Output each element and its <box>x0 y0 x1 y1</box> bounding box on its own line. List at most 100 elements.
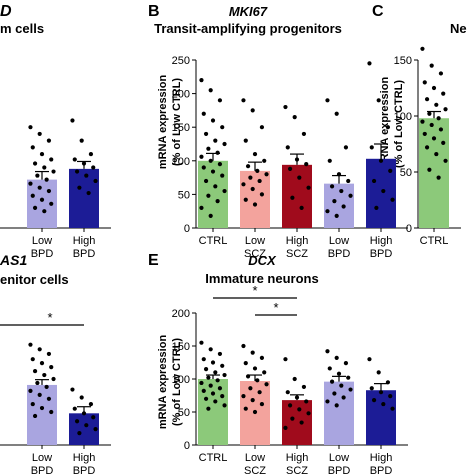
panel-b-data-point <box>339 188 344 194</box>
panel-e-data-point <box>306 411 311 416</box>
panel-e-data-point <box>203 396 209 401</box>
panel-e-data-point <box>297 407 302 412</box>
panel-b-data-point <box>215 150 220 155</box>
panel-letter-e: E <box>148 252 159 269</box>
panel-b-data-point <box>217 98 223 103</box>
panel-e-data-point <box>334 403 339 408</box>
panel-c-data-point <box>420 46 425 51</box>
panel-b-data-point <box>325 209 330 214</box>
panel-e-data-point <box>287 403 293 408</box>
panel-b-data-point <box>241 98 246 103</box>
panel-b-data-point <box>348 193 353 198</box>
panel-a-x-label-top: Low <box>32 235 52 247</box>
panel-e-data-point <box>208 347 213 352</box>
panel-e-y-tick-label: 0 <box>184 440 190 452</box>
panel-a-data-point <box>32 161 38 166</box>
panel-d-data-point <box>39 361 45 366</box>
panel-b-data-point <box>252 202 258 207</box>
panel-b-data-point <box>332 199 337 204</box>
panel-b-x-label-top: Low <box>245 235 265 247</box>
panel-a-data-point <box>42 165 47 170</box>
panel-e-data-point <box>332 391 337 396</box>
panel-a-title: m cells <box>0 21 44 36</box>
panel-e-data-point <box>206 375 211 380</box>
panel-e-x-label-top: Low <box>245 452 265 464</box>
panel-a-x-label-bottom: BPD <box>31 248 54 260</box>
panel-d-data-point <box>30 401 35 407</box>
panel-b-x-label-bottom: SCZ <box>244 248 266 260</box>
panel-e-data-point <box>243 361 248 366</box>
panel-c-group: 0 50 100 150 CTRL <box>394 46 461 247</box>
panel-c-data-point <box>441 140 446 145</box>
panel-e-data-point <box>241 394 246 399</box>
panel-b-data-point <box>374 205 379 210</box>
panel-a-data-point <box>32 205 38 210</box>
panel-d-significance-star: * <box>47 310 52 325</box>
panel-e-x-label-bottom: BPD <box>370 465 393 474</box>
panel-e-gene-title: DCX <box>248 253 277 268</box>
panel-b-data-point <box>217 162 223 167</box>
panel-a-data-point <box>39 197 45 202</box>
panel-e-y-tick-label: 50 <box>178 407 190 419</box>
panel-b-x-label-top: CTRL <box>199 235 228 247</box>
panel-c-data-point <box>443 107 448 112</box>
panel-a-data-point <box>49 201 54 206</box>
panel-b-x-label-top: High <box>370 235 393 247</box>
panel-b-data-point <box>264 172 269 177</box>
panel-e-data-point <box>206 406 211 411</box>
panel-e-data-point <box>255 378 260 383</box>
panel-c-title: Ne <box>450 21 467 36</box>
panel-b-data-point <box>222 188 227 194</box>
panel-e-y-tick-label: 200 <box>172 308 190 320</box>
panel-d-data-point <box>30 357 35 362</box>
panel-b-data-point <box>327 158 332 163</box>
panel-e-data-point <box>301 384 307 390</box>
panel-d-data-point <box>32 368 38 374</box>
panel-c-data-point <box>434 102 439 107</box>
panel-e-data-point <box>210 360 216 365</box>
panel-e-data-point <box>220 394 225 399</box>
panel-c-y-tick-label: 0 <box>406 223 412 235</box>
panel-a-data-point <box>42 209 47 214</box>
panel-b-y-tick-label: 100 <box>172 156 190 168</box>
panel-e-data-point <box>325 349 330 354</box>
panel-d-data-point <box>44 384 49 390</box>
panel-e-bar <box>198 379 228 445</box>
panel-d-x-label-top: Low <box>32 452 52 464</box>
panel-b-x-label-bottom: BPD <box>370 248 393 260</box>
panel-e-data-point <box>348 387 353 392</box>
panel-b-data-point <box>301 131 307 137</box>
panel-a-data-point <box>46 188 52 194</box>
panel-a-data-point <box>70 118 75 123</box>
panel-e-data-point <box>290 416 295 421</box>
panel-letter-c: C <box>372 3 384 20</box>
panel-d-data-point <box>74 419 80 424</box>
panel-b-data-point <box>245 164 251 169</box>
panel-b-data-point <box>203 131 209 137</box>
panel-e-data-point <box>262 370 267 375</box>
panel-c-data-point <box>424 97 430 102</box>
panel-b-data-point <box>325 98 330 103</box>
panel-d-data-point <box>81 411 87 416</box>
panel-c-data-point <box>438 127 444 132</box>
panel-e-data-point <box>325 399 330 404</box>
panel-b-data-point <box>206 146 211 151</box>
panel-e-x-label-bottom: BPD <box>328 465 351 474</box>
panel-b-data-point <box>341 204 346 209</box>
panel-d-x-label-top: High <box>73 452 96 464</box>
panel-b-data-point <box>336 172 342 177</box>
panel-e-data-point <box>327 366 332 371</box>
panel-b-data-point <box>255 168 260 173</box>
panel-e-x-label-top: High <box>286 452 309 464</box>
panel-d-data-point <box>51 376 56 382</box>
panel-b-x-label-bottom: BPD <box>328 248 351 260</box>
panel-d-bar <box>27 384 57 445</box>
panel-b-data-point <box>250 186 255 192</box>
panel-d-data-point <box>46 396 52 401</box>
panel-d-data-point <box>37 347 42 352</box>
panel-b-data-point <box>220 173 225 178</box>
panel-b-title: Transit-amplifying progenitors <box>154 21 342 36</box>
